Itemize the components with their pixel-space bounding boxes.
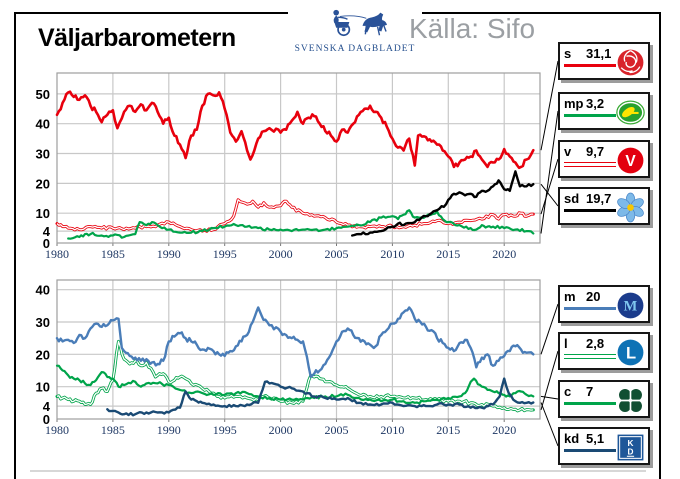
svg-text:M: M (624, 299, 638, 315)
svg-text:L: L (626, 344, 636, 363)
svg-text:2020: 2020 (492, 247, 516, 261)
svg-text:1980: 1980 (45, 247, 69, 261)
c-clover-icon (617, 387, 644, 414)
legend-item-v: v 9,7 V (558, 140, 650, 178)
svenska-dagbladet-logo: SVENSKA DAGBLADET (288, 6, 422, 55)
svg-text:40: 40 (36, 117, 50, 132)
top-chart: 04 10 20 30 40 50 1980 1985 1990 1995 2000 2005 2010… (36, 72, 541, 261)
party-label: m (564, 289, 576, 304)
line-swatch (564, 209, 616, 212)
legend-item-kd: kd 5,1 K D (558, 427, 650, 465)
svg-text:1985: 1985 (101, 423, 125, 437)
kd-square-icon: K D (617, 434, 644, 461)
svg-text:V: V (625, 153, 636, 170)
m-monogram-icon: M (617, 292, 644, 319)
line-swatch (564, 114, 616, 117)
svg-text:20: 20 (36, 176, 50, 191)
svg-text:2000: 2000 (269, 423, 293, 437)
line-swatch (564, 402, 616, 405)
v-circle-icon: V (617, 147, 644, 174)
party-value: 19,7 (586, 191, 612, 206)
svg-text:2005: 2005 (325, 247, 349, 261)
legend-item-l: l 2,8 L (558, 332, 650, 370)
legend-item-s: s 31,1 (558, 42, 650, 80)
svg-text:4: 4 (43, 224, 51, 239)
legend-item-m: m 20 M (558, 285, 650, 323)
svg-text:10: 10 (36, 206, 50, 221)
svg-text:1980: 1980 (45, 423, 69, 437)
svg-text:1995: 1995 (213, 423, 237, 437)
svg-text:D: D (628, 448, 634, 457)
party-value: 20 (586, 289, 601, 304)
party-label: sd (564, 191, 580, 206)
svg-text:50: 50 (36, 87, 50, 102)
mp-dandelion-icon (616, 100, 645, 125)
party-value: 9,7 (586, 144, 605, 159)
svg-text:40: 40 (36, 283, 50, 298)
line-swatch (564, 449, 616, 452)
svg-text:4: 4 (43, 399, 51, 414)
footer-divider (30, 470, 646, 472)
logo-wordmark: SVENSKA DAGBLADET (294, 44, 416, 54)
sd-anemone-icon (617, 192, 644, 223)
svg-text:2010: 2010 (380, 247, 404, 261)
svg-text:30: 30 (36, 315, 50, 330)
party-label: s (564, 46, 572, 61)
svg-text:2010: 2010 (380, 423, 404, 437)
svg-text:K: K (628, 439, 634, 448)
party-label: kd (564, 431, 580, 446)
svg-text:0: 0 (43, 412, 50, 427)
line-swatch (564, 307, 616, 310)
svg-text:1985: 1985 (101, 247, 125, 261)
line-swatch (564, 162, 616, 167)
svg-text:1990: 1990 (157, 247, 181, 261)
party-label: l (564, 336, 568, 351)
party-value: 5,1 (586, 431, 605, 446)
svg-text:2000: 2000 (269, 247, 293, 261)
svg-text:1990: 1990 (157, 423, 181, 437)
l-circle-icon: L (617, 339, 644, 366)
bottom-chart: 04 10 20 30 40 1980 1985 1990 1995 2000 2005 2010 20… (36, 279, 541, 437)
svg-text:2015: 2015 (436, 423, 460, 437)
legend-item-sd: sd 19,7 (558, 187, 650, 225)
page-title: Väljarbarometern (38, 24, 236, 52)
s-rose-icon (617, 49, 644, 76)
svg-text:2020: 2020 (492, 423, 516, 437)
svg-text:1995: 1995 (213, 247, 237, 261)
svg-text:30: 30 (36, 147, 50, 162)
party-value: 2,8 (586, 336, 605, 351)
svg-text:0: 0 (43, 236, 50, 251)
legend-item-mp: mp 3,2 (558, 92, 650, 130)
source-label: Källa: Sifo (409, 13, 536, 44)
line-swatch (564, 64, 616, 67)
party-value: 7 (586, 384, 594, 399)
svg-text:10: 10 (36, 380, 50, 395)
party-value: 3,2 (586, 96, 605, 111)
party-label: v (564, 144, 572, 159)
party-label: mp (564, 96, 584, 111)
svg-text:20: 20 (36, 347, 50, 362)
svg-text:2015: 2015 (436, 247, 460, 261)
party-label: c (564, 384, 572, 399)
line-swatch (564, 354, 616, 359)
svg-text:2005: 2005 (325, 423, 349, 437)
chariot-horse-icon (333, 9, 387, 37)
party-value: 31,1 (586, 46, 612, 61)
